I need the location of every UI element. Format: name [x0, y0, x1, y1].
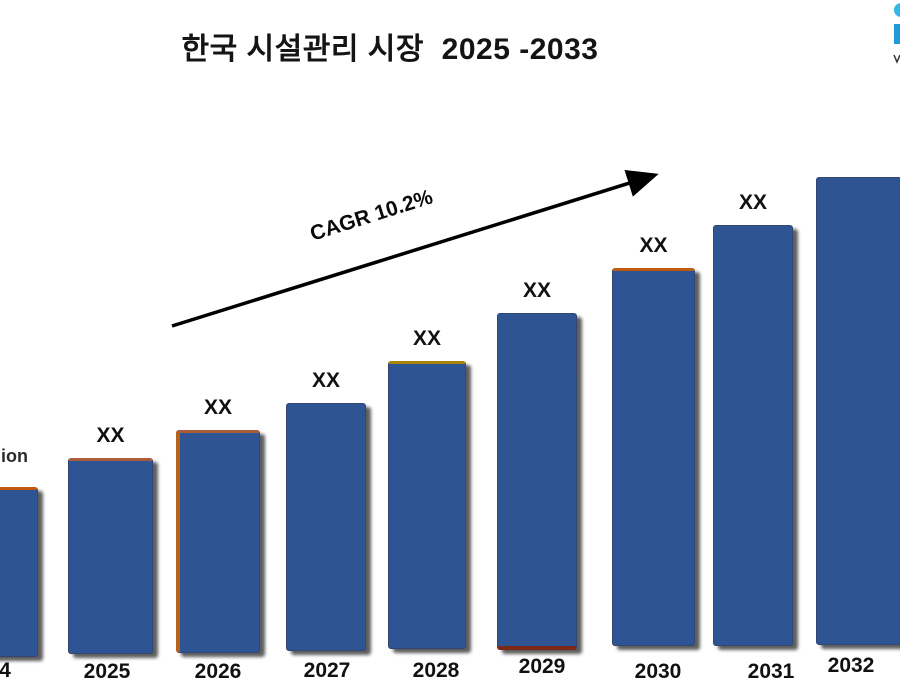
bar-2028	[388, 361, 466, 649]
bar-2031	[713, 225, 793, 646]
year-label-4: 4	[0, 659, 11, 682]
cagr-annotation: CAGR 10.2%	[307, 185, 436, 246]
value-label-2025: XX	[96, 424, 125, 447]
value-label-2028: XX	[412, 327, 442, 350]
bar-2029	[497, 313, 577, 650]
bar-2025	[68, 458, 153, 654]
year-label-2025: 2025	[83, 660, 131, 683]
year-label-2032: 2032	[827, 654, 875, 677]
value-label-2031: XX	[738, 191, 768, 214]
year-label-2028: 2028	[412, 659, 460, 682]
bar-2030	[612, 268, 695, 646]
value-label-2030: XX	[639, 234, 668, 257]
y-axis-title-fragment: ion	[1, 446, 28, 466]
year-label-2029: 2029	[518, 655, 566, 678]
value-label-2029: XX	[522, 279, 552, 302]
year-label-2031: 2031	[747, 660, 795, 683]
value-label-2026: XX	[203, 396, 233, 419]
bar-2026	[176, 430, 260, 653]
logo-fragment-icon	[893, 3, 900, 64]
bar-2032	[816, 177, 900, 645]
bar-4	[0, 487, 38, 657]
bar-2027	[286, 403, 366, 651]
year-label-2030: 2030	[634, 660, 682, 683]
year-label-2026: 2026	[194, 660, 242, 683]
value-label-2027: XX	[311, 369, 341, 392]
chart-title: 한국 시설관리 시장 2025 -2033	[181, 33, 599, 66]
year-label-2027: 2027	[303, 659, 351, 682]
